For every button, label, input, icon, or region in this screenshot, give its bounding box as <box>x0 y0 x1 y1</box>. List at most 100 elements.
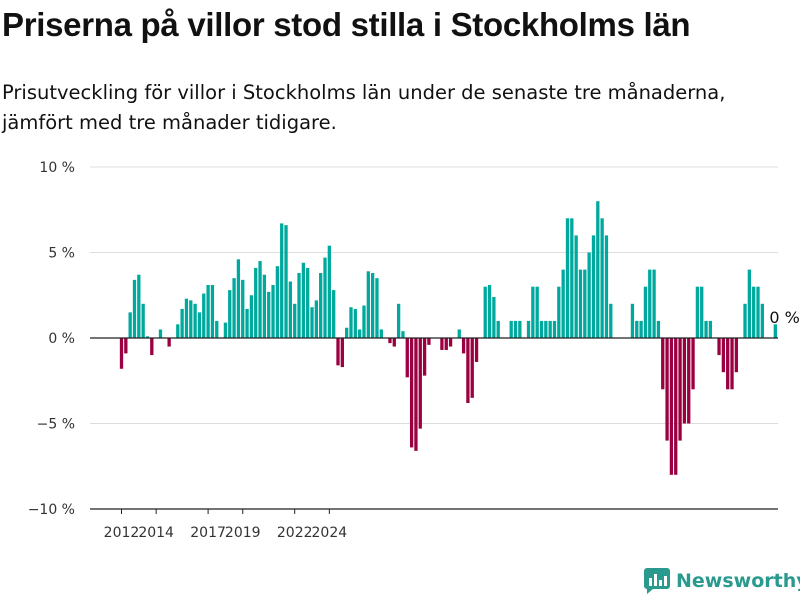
bar <box>583 269 587 338</box>
bar <box>267 291 271 338</box>
bar <box>635 320 639 338</box>
bar <box>197 312 202 338</box>
bar <box>327 245 331 338</box>
bar <box>280 223 284 338</box>
bar <box>760 303 764 338</box>
y-tick-label: 5 % <box>48 246 75 262</box>
bar <box>574 235 578 338</box>
brand-name: Newsworthy <box>676 570 800 592</box>
chart-subtitle: Prisutveckling för villor i Stockholms l… <box>2 81 726 134</box>
bar <box>375 278 379 338</box>
bar <box>336 338 340 366</box>
bar <box>674 338 678 475</box>
bar <box>565 218 570 338</box>
bar <box>487 284 492 338</box>
x-tick-label: 2012 <box>104 525 140 541</box>
bar <box>275 266 280 338</box>
bar <box>457 329 461 338</box>
bar <box>293 303 297 338</box>
bar <box>470 338 474 398</box>
bar <box>492 296 496 338</box>
bar <box>132 279 137 338</box>
bar <box>570 218 574 338</box>
bar <box>392 338 396 347</box>
bar <box>223 322 228 338</box>
last-value-label: 0 % <box>769 308 799 327</box>
bar <box>756 286 760 338</box>
bar <box>332 290 336 338</box>
y-tick-label: 0 % <box>48 331 75 347</box>
bars <box>119 201 777 475</box>
bar <box>301 262 306 338</box>
bar <box>483 286 487 338</box>
bar <box>310 307 314 338</box>
y-tick-label: −5 % <box>37 417 75 433</box>
bar <box>379 329 383 338</box>
bar <box>176 324 180 338</box>
bar <box>704 320 708 338</box>
bar <box>639 320 643 338</box>
brand-logo: Newsworthy <box>644 568 800 594</box>
bar <box>206 284 210 338</box>
bar <box>648 269 652 338</box>
bar <box>189 300 193 338</box>
bar <box>526 320 531 338</box>
bar <box>353 308 357 338</box>
bar <box>119 338 124 369</box>
bar <box>232 278 236 338</box>
bar <box>721 338 726 373</box>
bar <box>661 338 665 390</box>
bar <box>345 327 349 338</box>
bar <box>414 338 418 451</box>
bar <box>700 286 704 338</box>
newsworthy-logo-icon <box>644 568 670 594</box>
x-tick-label: 2017 <box>190 525 226 541</box>
bar <box>561 269 565 338</box>
bar <box>448 338 453 347</box>
bar <box>262 274 267 338</box>
bar <box>730 338 734 390</box>
bar <box>734 338 739 373</box>
bar <box>695 286 700 338</box>
bar <box>548 320 552 338</box>
bar <box>557 286 561 338</box>
bar <box>444 338 448 350</box>
bar <box>509 320 513 338</box>
bar <box>319 273 323 338</box>
bar <box>202 293 206 338</box>
bar <box>600 218 604 338</box>
bar <box>271 284 275 338</box>
bar <box>578 269 583 338</box>
bar <box>228 290 232 338</box>
bar <box>752 286 756 338</box>
bar <box>466 338 470 403</box>
bar <box>678 338 682 441</box>
bar <box>137 274 141 338</box>
bar <box>531 286 535 338</box>
bar <box>587 252 591 338</box>
x-tick-label: 2019 <box>225 525 261 541</box>
bar <box>747 269 751 338</box>
bar <box>215 320 219 338</box>
bar <box>474 338 479 362</box>
bar <box>643 286 648 338</box>
bar <box>596 201 600 338</box>
bar <box>461 338 466 354</box>
bar <box>687 338 691 424</box>
bar <box>288 281 293 338</box>
bar <box>210 284 215 338</box>
bar <box>124 338 128 354</box>
bar <box>535 286 539 338</box>
y-tick-label: 10 % <box>39 160 75 176</box>
axes <box>90 337 778 514</box>
bar <box>539 320 544 338</box>
bar <box>254 267 258 338</box>
bar <box>717 338 721 356</box>
bar <box>418 338 422 429</box>
bar <box>236 259 241 338</box>
bar <box>158 329 163 338</box>
x-tick-label: 2024 <box>312 525 348 541</box>
bar <box>401 331 405 338</box>
bar <box>180 308 184 338</box>
